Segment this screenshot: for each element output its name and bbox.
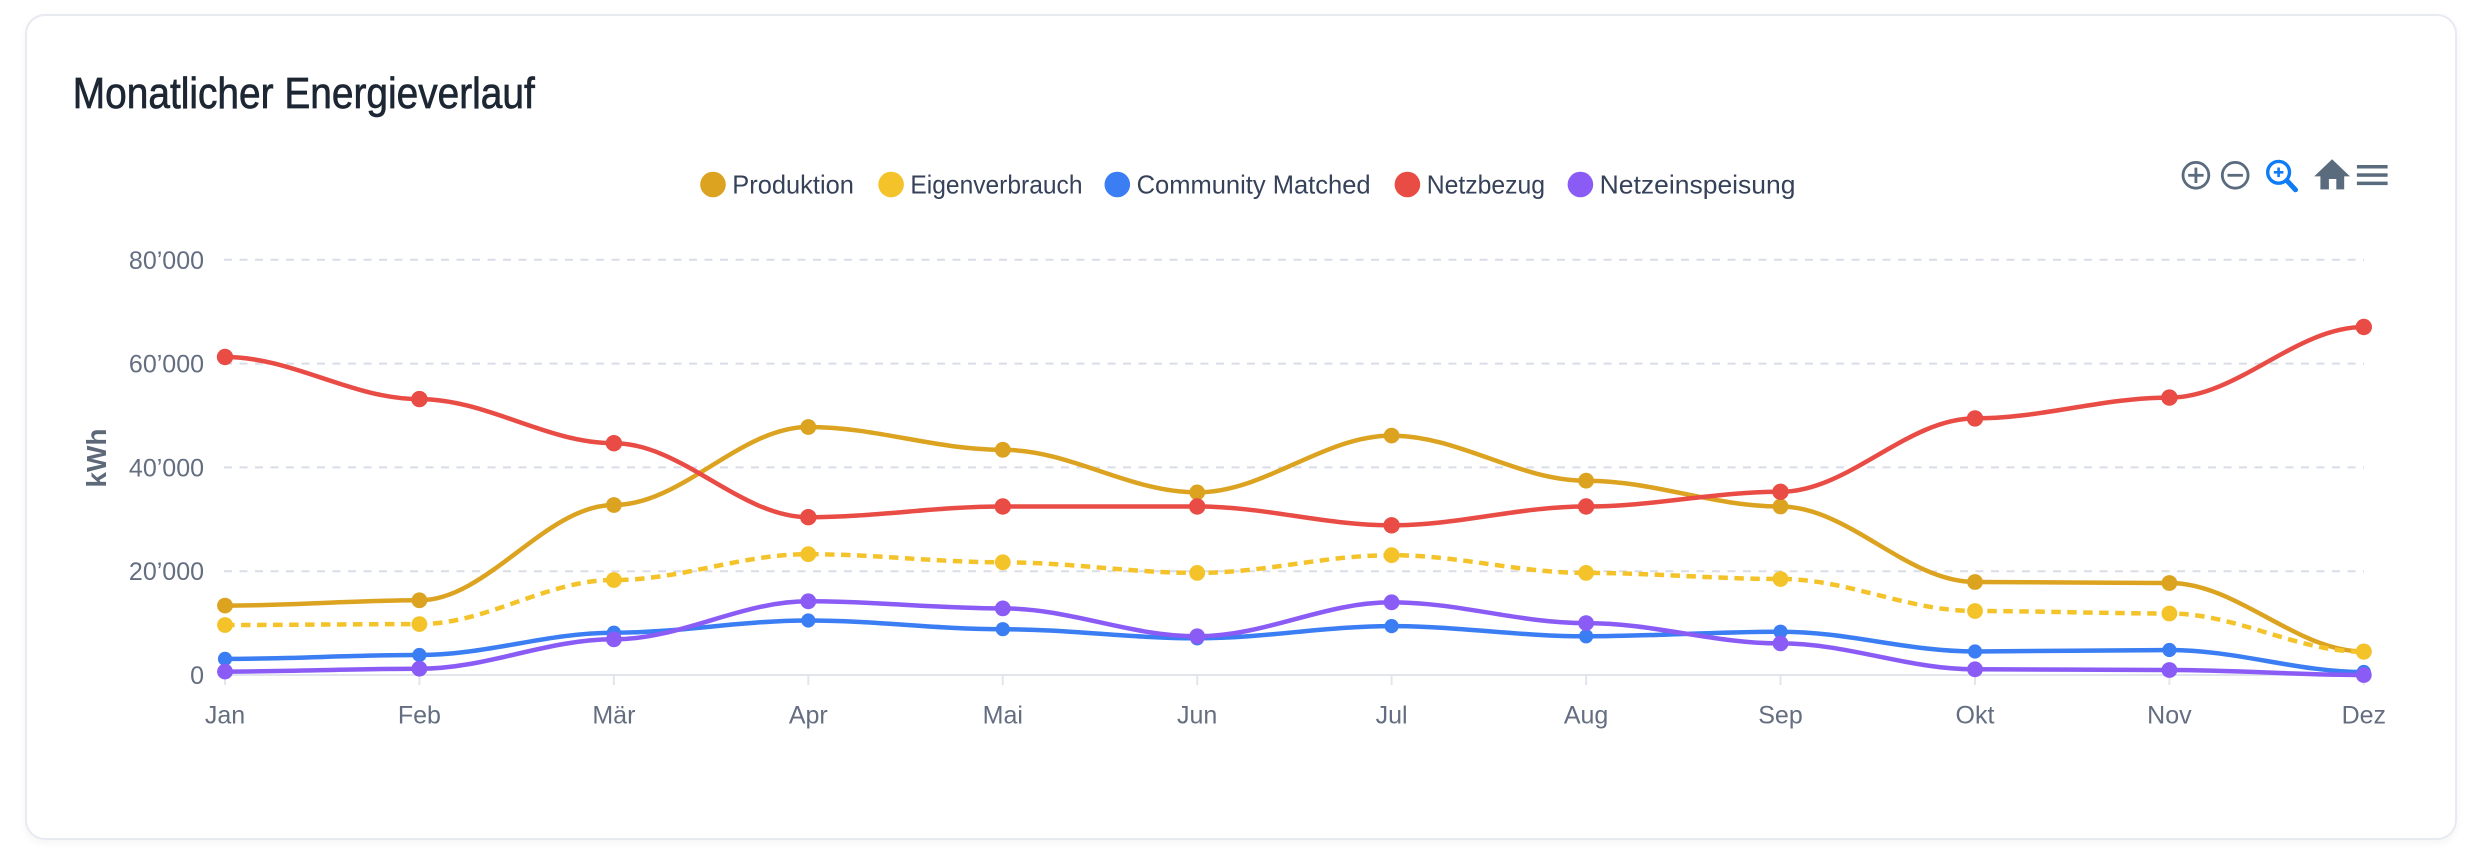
svg-text:Eigenverbrauch: Eigenverbrauch xyxy=(910,170,1082,200)
svg-text:Mär: Mär xyxy=(592,702,635,730)
svg-text:Aug: Aug xyxy=(1564,702,1608,730)
svg-text:Feb: Feb xyxy=(398,702,441,730)
svg-text:kWh: kWh xyxy=(81,428,112,487)
svg-text:40’000: 40’000 xyxy=(129,454,204,482)
svg-text:Netzeinspeisung: Netzeinspeisung xyxy=(1600,170,1796,200)
svg-text:Mai: Mai xyxy=(983,702,1023,730)
svg-text:Community Matched: Community Matched xyxy=(1137,170,1371,200)
svg-text:Monatlicher Energieverlauf: Monatlicher Energieverlauf xyxy=(73,69,536,118)
svg-text:Jul: Jul xyxy=(1376,702,1408,730)
svg-text:Dez: Dez xyxy=(2342,702,2386,730)
svg-text:Nov: Nov xyxy=(2147,702,2192,730)
svg-text:80’000: 80’000 xyxy=(129,247,204,275)
svg-text:20’000: 20’000 xyxy=(129,558,204,586)
svg-text:Jun: Jun xyxy=(1177,702,1217,730)
svg-text:0: 0 xyxy=(190,662,204,690)
svg-text:Apr: Apr xyxy=(789,702,828,730)
svg-text:60’000: 60’000 xyxy=(129,351,204,379)
svg-text:Sep: Sep xyxy=(1758,702,1802,730)
svg-text:Netzbezug: Netzbezug xyxy=(1427,170,1545,200)
svg-text:Produktion: Produktion xyxy=(732,170,854,200)
svg-text:Jan: Jan xyxy=(205,702,245,730)
svg-text:Okt: Okt xyxy=(1956,702,1995,730)
